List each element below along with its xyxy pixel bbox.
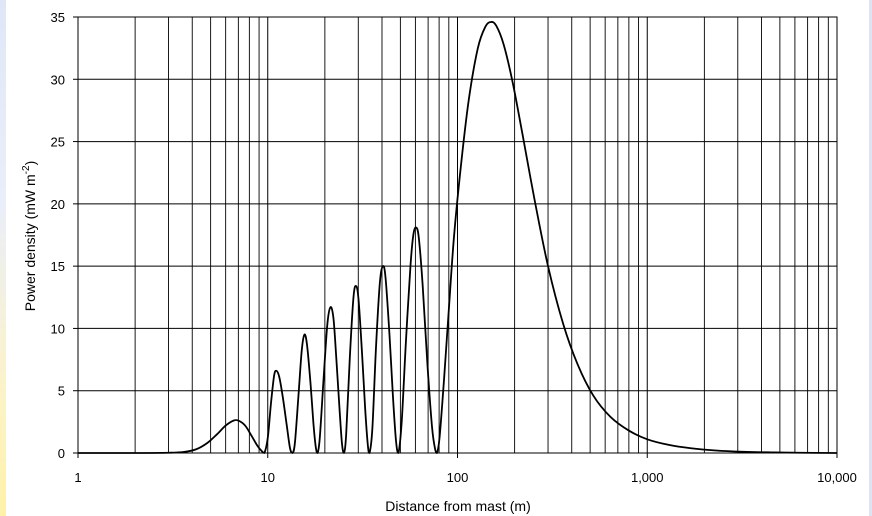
x-tick-label: 1,000 [631, 470, 664, 485]
grid [77, 16, 838, 454]
y-tick-label: 15 [51, 259, 65, 274]
x-axis-title: Distance from mast (m) [385, 498, 530, 514]
y-tick-label: 0 [58, 446, 65, 461]
y-tick-label: 25 [51, 135, 65, 150]
y-axis-title: Power density (mW m-2) [21, 161, 38, 312]
x-tick-label: 1 [74, 470, 81, 485]
left-edge-decoration [0, 0, 6, 516]
x-tick-label: 10 [261, 470, 275, 485]
x-tick-labels: 1 10 100 1,000 10,000 [74, 470, 857, 485]
y-tick-label: 35 [51, 10, 65, 25]
y-axis-title-end: ) [22, 161, 38, 166]
x-tick-label: 10,000 [817, 470, 857, 485]
y-axis-title-superscript: -2 [21, 165, 32, 174]
x-tick-label: 100 [447, 470, 469, 485]
y-tick-label: 10 [51, 321, 65, 336]
y-tick-labels: 0 5 10 15 20 25 30 35 [51, 10, 65, 461]
y-tick-label: 30 [51, 72, 65, 87]
tick-marks [73, 16, 838, 458]
y-tick-label: 20 [51, 197, 65, 212]
y-tick-label: 5 [58, 384, 65, 399]
series-line [78, 21, 838, 454]
y-axis-title-main: Power density (mW m [22, 174, 38, 311]
right-edge-decoration [869, 0, 872, 516]
